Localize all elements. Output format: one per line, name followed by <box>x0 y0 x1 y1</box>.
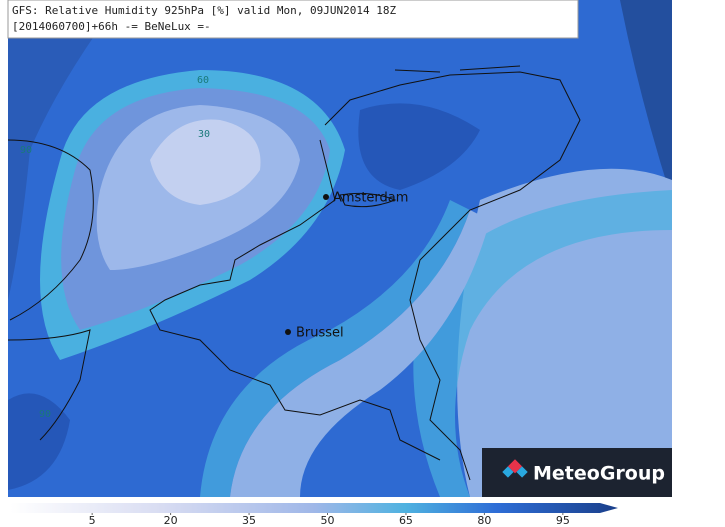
city-dot <box>285 329 291 335</box>
tick-label: 65 <box>399 514 413 527</box>
logo-text: MeteoGroup <box>533 463 665 485</box>
contour-label: 30 <box>198 129 210 140</box>
contour-label: 90 <box>39 409 51 420</box>
tick-label: 80 <box>477 514 491 527</box>
tick-label: 50 <box>321 514 335 527</box>
tick-label: 35 <box>242 514 256 527</box>
tick-label: 5 <box>89 514 96 527</box>
colorbar-ticks: 5 20 35 50 65 80 95 <box>89 513 570 527</box>
city-dot <box>323 194 329 200</box>
contour-label: 60 <box>197 75 209 86</box>
header-line: [2014060700]+66h -= BeNeLux =- <box>12 20 211 33</box>
tick-label: 95 <box>556 514 570 527</box>
header-box <box>7 0 579 39</box>
tick-label: 20 <box>164 514 178 527</box>
map <box>8 0 672 497</box>
city-label: Amsterdam <box>333 191 408 206</box>
logo-box <box>482 448 672 497</box>
colorbar <box>10 503 618 513</box>
city-label: Brussel <box>296 326 344 341</box>
contour-label: 90 <box>20 145 32 156</box>
header-line: GFS: Relative Humidity 925hPa [%] valid … <box>12 4 396 17</box>
